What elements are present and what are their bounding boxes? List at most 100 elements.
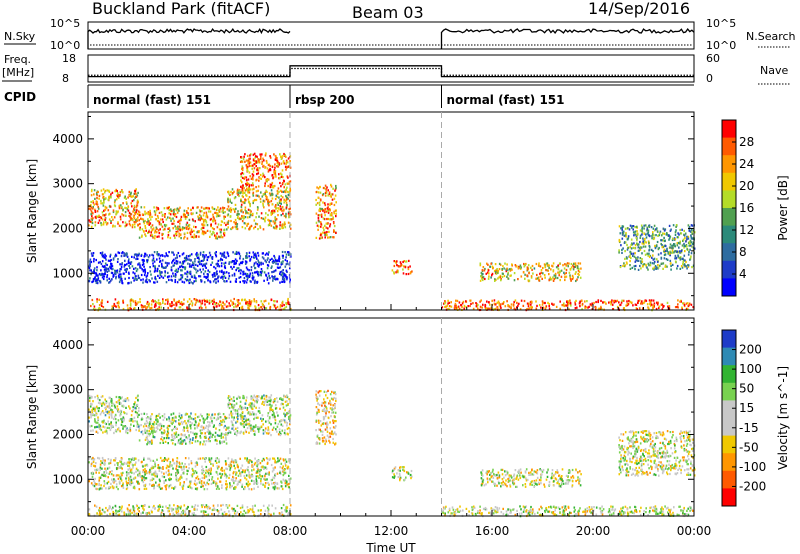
- data-cell: [635, 256, 637, 260]
- data-cell: [683, 254, 686, 257]
- data-cell: [453, 306, 456, 309]
- data-cell: [192, 212, 194, 215]
- data-cell: [270, 219, 272, 223]
- data-cell: [402, 260, 404, 264]
- data-cell: [99, 463, 102, 466]
- data-cell: [458, 301, 461, 304]
- data-cell: [96, 407, 99, 410]
- data-cell: [117, 300, 120, 303]
- data-cell: [668, 307, 671, 310]
- data-cell: [134, 196, 136, 199]
- data-cell: [265, 467, 268, 470]
- data-cell: [652, 258, 655, 261]
- data-cell: [547, 301, 549, 304]
- data-cell: [91, 298, 94, 302]
- data-cell: [220, 303, 222, 306]
- data-cell: [215, 305, 218, 308]
- colorbar-tick-label: 8: [739, 245, 747, 259]
- data-cell: [687, 265, 690, 268]
- data-cell: [543, 301, 546, 305]
- data-cell: [253, 227, 255, 230]
- data-cell: [173, 274, 175, 278]
- data-cell: [151, 215, 153, 218]
- data-cell: [128, 464, 130, 468]
- data-cell: [271, 197, 274, 200]
- data-cell: [148, 230, 150, 233]
- data-cell: [125, 477, 127, 480]
- data-cell: [569, 299, 571, 302]
- data-cell: [289, 223, 292, 226]
- data-cell: [513, 307, 516, 310]
- data-cell: [208, 458, 211, 461]
- data-cell: [159, 273, 162, 277]
- data-cell: [199, 457, 202, 460]
- data-cell: [283, 459, 285, 462]
- data-cell: [132, 406, 134, 409]
- data-cell: [520, 299, 523, 302]
- data-cell: [148, 305, 150, 308]
- data-cell: [228, 261, 231, 264]
- data-cell: [524, 273, 526, 276]
- data-cell: [116, 407, 118, 411]
- data-cell: [526, 266, 529, 269]
- data-cell: [108, 416, 111, 419]
- data-cell: [647, 268, 649, 271]
- data-cell: [274, 163, 276, 166]
- data-cell: [134, 226, 136, 229]
- data-cell: [644, 240, 646, 243]
- data-cell: [641, 227, 643, 230]
- data-cell: [190, 281, 192, 284]
- data-cell: [200, 206, 203, 209]
- data-cell: [686, 267, 688, 270]
- data-cell: [182, 262, 185, 265]
- data-cell: [221, 258, 224, 261]
- data-cell: [177, 478, 180, 481]
- data-cell: [316, 224, 319, 227]
- data-cell: [251, 173, 254, 176]
- data-cell: [505, 268, 507, 271]
- data-cell: [683, 242, 685, 245]
- data-cell: [207, 269, 209, 272]
- data-cell: [260, 300, 263, 303]
- data-cell: [649, 304, 652, 307]
- data-cell: [123, 265, 126, 268]
- data-cell: [196, 231, 198, 234]
- data-cell: [170, 219, 172, 222]
- data-cell: [238, 469, 240, 472]
- data-cell: [212, 280, 215, 283]
- data-cell: [643, 224, 645, 227]
- data-cell: [683, 304, 686, 307]
- data-cell: [571, 274, 574, 277]
- data-cell: [544, 276, 546, 279]
- data-cell: [119, 225, 122, 228]
- data-cell: [117, 196, 120, 199]
- data-cell: [152, 236, 154, 239]
- data-cell: [271, 482, 273, 485]
- data-cell: [94, 426, 96, 429]
- data-cell: [133, 307, 135, 310]
- data-cell: [490, 306, 492, 309]
- data-cell: [225, 476, 228, 479]
- data-cell: [315, 191, 318, 194]
- data-cell: [173, 264, 175, 267]
- data-cell: [181, 265, 184, 269]
- data-cell: [108, 466, 111, 469]
- data-cell: [327, 206, 329, 209]
- data-cell: [108, 189, 110, 192]
- data-cell: [267, 487, 270, 490]
- data-cell: [243, 281, 246, 284]
- data-cell: [567, 301, 569, 304]
- data-cell: [96, 197, 98, 200]
- data-cell: [143, 222, 146, 225]
- data-cell: [224, 266, 227, 270]
- data-cell: [128, 476, 131, 479]
- data-cell: [215, 273, 218, 276]
- data-cell: [274, 219, 277, 222]
- data-cell: [271, 174, 274, 177]
- data-cell: [318, 237, 321, 240]
- data-cell: [195, 471, 198, 474]
- data-cell: [174, 270, 177, 273]
- sky-tick-high: 10^5: [50, 17, 80, 30]
- data-cell: [93, 482, 96, 485]
- data-cell: [135, 221, 137, 224]
